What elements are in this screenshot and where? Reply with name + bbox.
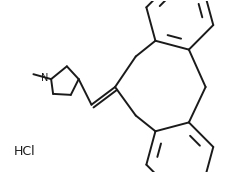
Text: N: N [41, 73, 48, 83]
Text: HCl: HCl [14, 145, 35, 158]
